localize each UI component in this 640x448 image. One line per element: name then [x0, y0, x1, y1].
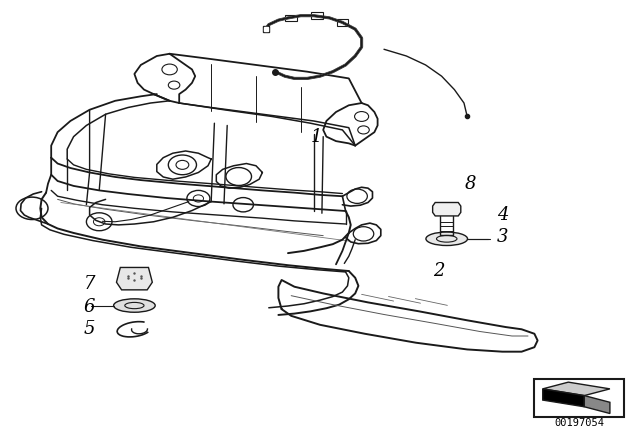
Ellipse shape: [114, 299, 156, 312]
Bar: [311, 12, 323, 19]
Text: 1: 1: [311, 128, 323, 146]
Polygon shape: [116, 267, 152, 290]
Text: 00197054: 00197054: [554, 418, 604, 428]
Text: 6: 6: [84, 298, 95, 316]
Ellipse shape: [426, 232, 467, 246]
Polygon shape: [543, 389, 584, 407]
Bar: [534, 379, 624, 417]
Text: 4: 4: [497, 206, 508, 224]
Polygon shape: [584, 396, 610, 414]
Polygon shape: [543, 382, 610, 396]
Text: 7: 7: [84, 276, 95, 293]
Text: 8: 8: [465, 175, 476, 193]
Text: 3: 3: [497, 228, 508, 246]
Polygon shape: [433, 202, 461, 216]
Bar: [285, 14, 297, 21]
Bar: [337, 19, 348, 26]
Text: 5: 5: [84, 320, 95, 338]
Text: 2: 2: [433, 262, 444, 280]
